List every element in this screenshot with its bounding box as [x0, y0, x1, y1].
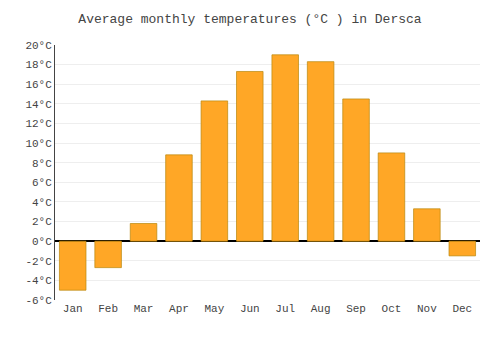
svg-text:Jun: Jun: [240, 303, 260, 315]
svg-text:12°C: 12°C: [25, 118, 52, 130]
svg-text:18°C: 18°C: [25, 59, 52, 71]
svg-text:Feb: Feb: [98, 303, 118, 315]
svg-text:Nov: Nov: [417, 303, 437, 315]
svg-text:6°C: 6°C: [32, 177, 52, 189]
svg-text:Dec: Dec: [452, 303, 472, 315]
svg-text:8°C: 8°C: [32, 158, 52, 170]
svg-text:Aug: Aug: [311, 303, 331, 315]
svg-text:Average monthly temperatures (: Average monthly temperatures (°C ) in De…: [78, 12, 421, 27]
svg-text:2°C: 2°C: [32, 216, 52, 228]
svg-text:Oct: Oct: [382, 303, 402, 315]
svg-text:4°C: 4°C: [32, 197, 52, 209]
svg-text:-6°C: -6°C: [25, 295, 52, 307]
svg-text:Jul: Jul: [275, 303, 295, 315]
svg-text:-4°C: -4°C: [25, 275, 52, 287]
svg-text:Mar: Mar: [134, 303, 154, 315]
svg-text:Sep: Sep: [346, 303, 366, 315]
svg-text:Jan: Jan: [63, 303, 83, 315]
svg-text:20°C: 20°C: [25, 40, 52, 52]
svg-text:16°C: 16°C: [25, 79, 52, 91]
svg-text:May: May: [204, 303, 224, 315]
svg-text:10°C: 10°C: [25, 138, 52, 150]
svg-text:0°C: 0°C: [32, 236, 52, 248]
svg-text:14°C: 14°C: [25, 99, 52, 111]
svg-text:-2°C: -2°C: [25, 256, 52, 268]
svg-text:Apr: Apr: [169, 303, 189, 315]
